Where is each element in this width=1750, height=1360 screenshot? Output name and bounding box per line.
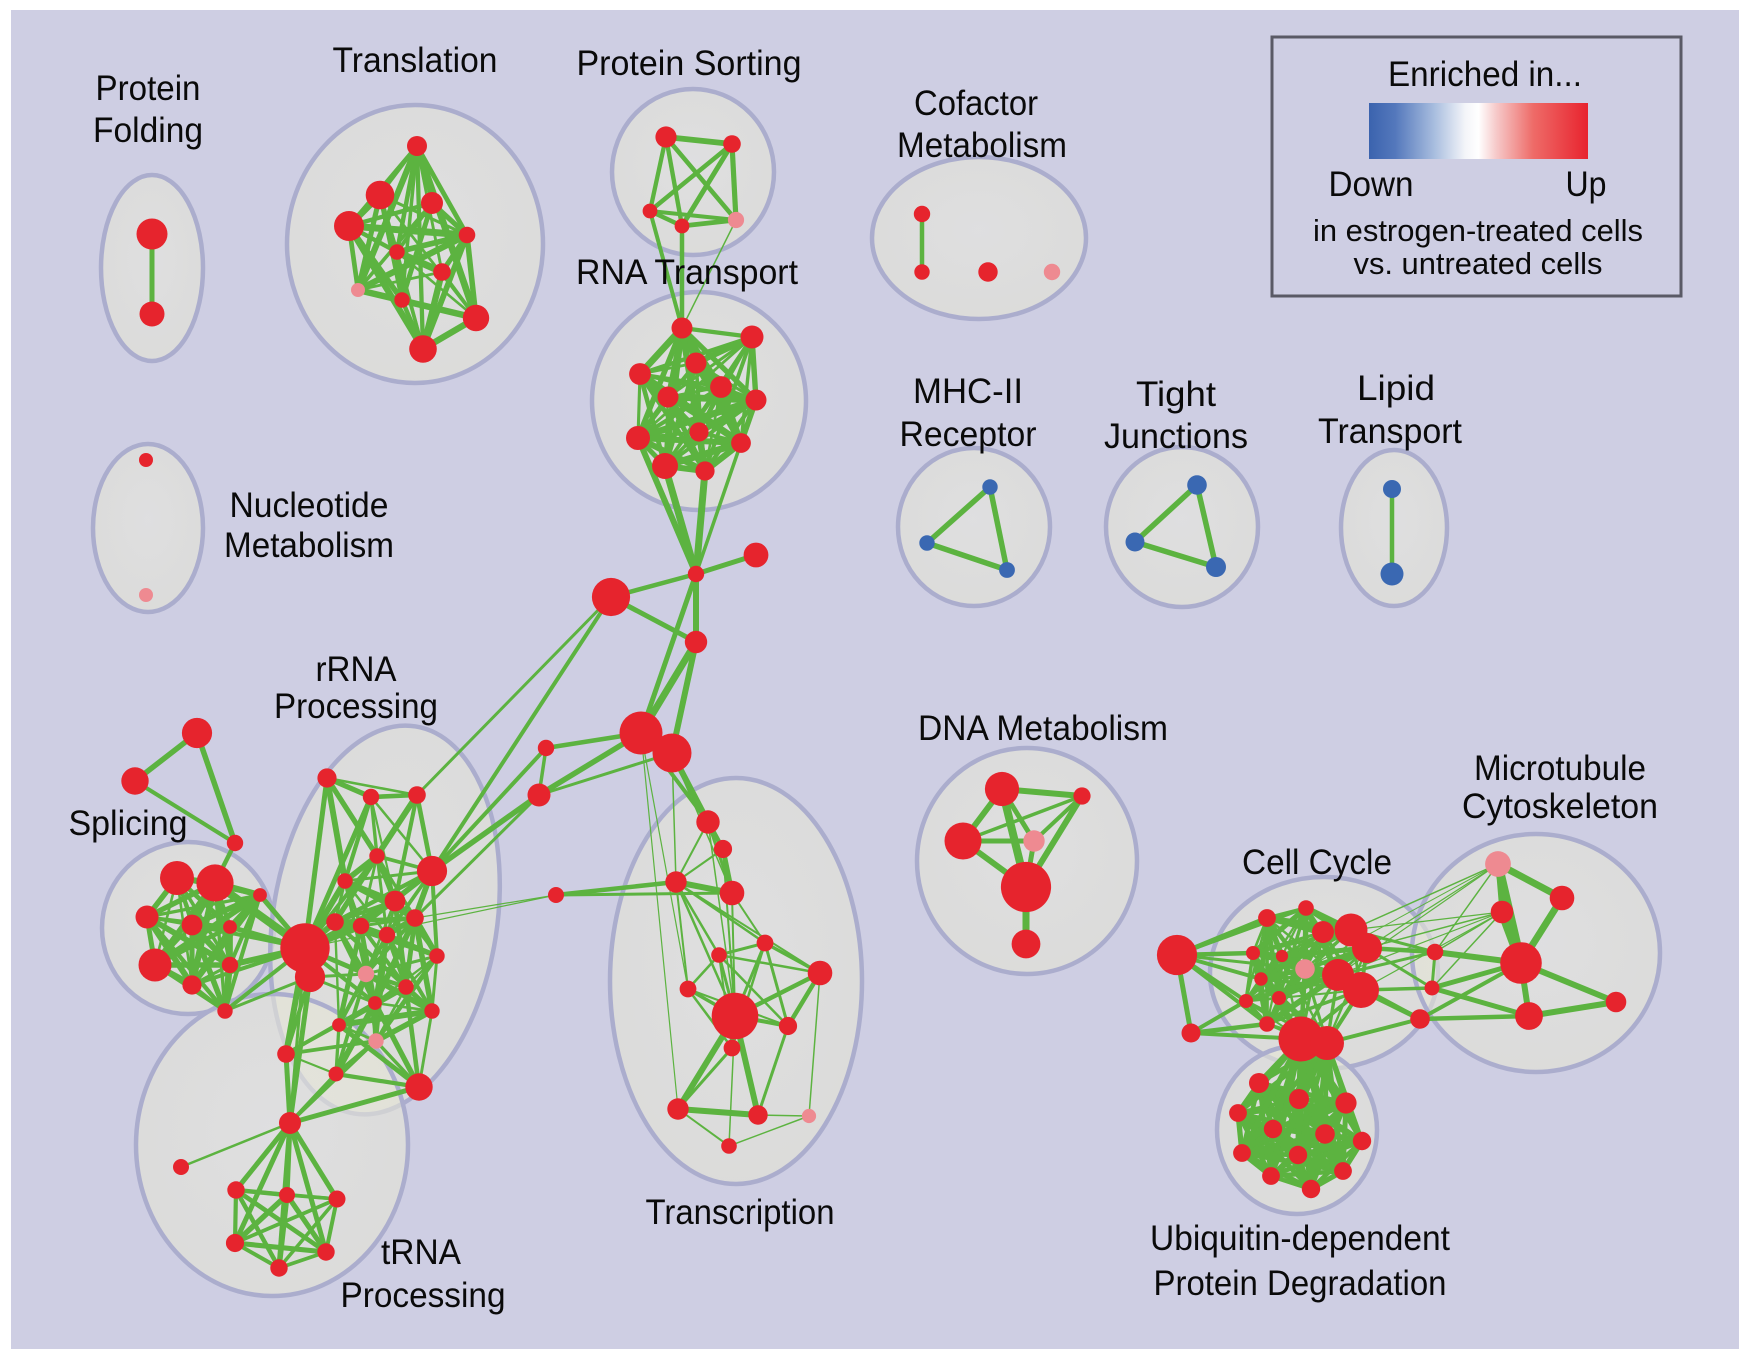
svg-text:Junctions: Junctions	[1104, 417, 1248, 456]
svg-text:Down: Down	[1329, 165, 1414, 204]
svg-text:Ubiquitin-dependent: Ubiquitin-dependent	[1150, 1219, 1450, 1258]
svg-text:Translation: Translation	[333, 41, 498, 80]
svg-text:Cofactor: Cofactor	[914, 84, 1038, 123]
svg-text:Processing: Processing	[274, 687, 438, 726]
svg-text:Protein: Protein	[96, 69, 201, 108]
svg-text:Transport: Transport	[1318, 412, 1462, 451]
svg-text:Metabolism: Metabolism	[224, 526, 394, 565]
svg-text:MHC-II: MHC-II	[913, 372, 1023, 411]
svg-text:Enriched in...: Enriched in...	[1388, 55, 1582, 94]
svg-text:Splicing: Splicing	[69, 804, 188, 843]
svg-text:Metabolism: Metabolism	[897, 126, 1067, 165]
svg-text:tRNA: tRNA	[381, 1233, 462, 1272]
svg-text:Lipid: Lipid	[1357, 369, 1435, 408]
svg-text:Folding: Folding	[93, 111, 203, 150]
svg-text:in estrogen-treated cells: in estrogen-treated cells	[1313, 213, 1643, 248]
svg-text:Receptor: Receptor	[900, 415, 1037, 454]
svg-text:vs. untreated cells: vs. untreated cells	[1354, 246, 1603, 281]
svg-text:Protein Degradation: Protein Degradation	[1154, 1264, 1447, 1303]
svg-text:Processing: Processing	[341, 1276, 506, 1315]
svg-text:Microtubule: Microtubule	[1474, 749, 1646, 788]
svg-text:Cytoskeleton: Cytoskeleton	[1462, 787, 1658, 826]
svg-text:Cell Cycle: Cell Cycle	[1242, 843, 1392, 882]
svg-text:Tight: Tight	[1136, 375, 1216, 414]
svg-text:Transcription: Transcription	[646, 1193, 835, 1232]
svg-text:Up: Up	[1566, 165, 1607, 204]
svg-text:RNA Transport: RNA Transport	[576, 253, 798, 292]
svg-text:rRNA: rRNA	[316, 650, 398, 689]
svg-text:DNA Metabolism: DNA Metabolism	[918, 709, 1168, 748]
svg-text:Nucleotide: Nucleotide	[230, 486, 389, 525]
svg-text:Protein Sorting: Protein Sorting	[577, 44, 802, 83]
